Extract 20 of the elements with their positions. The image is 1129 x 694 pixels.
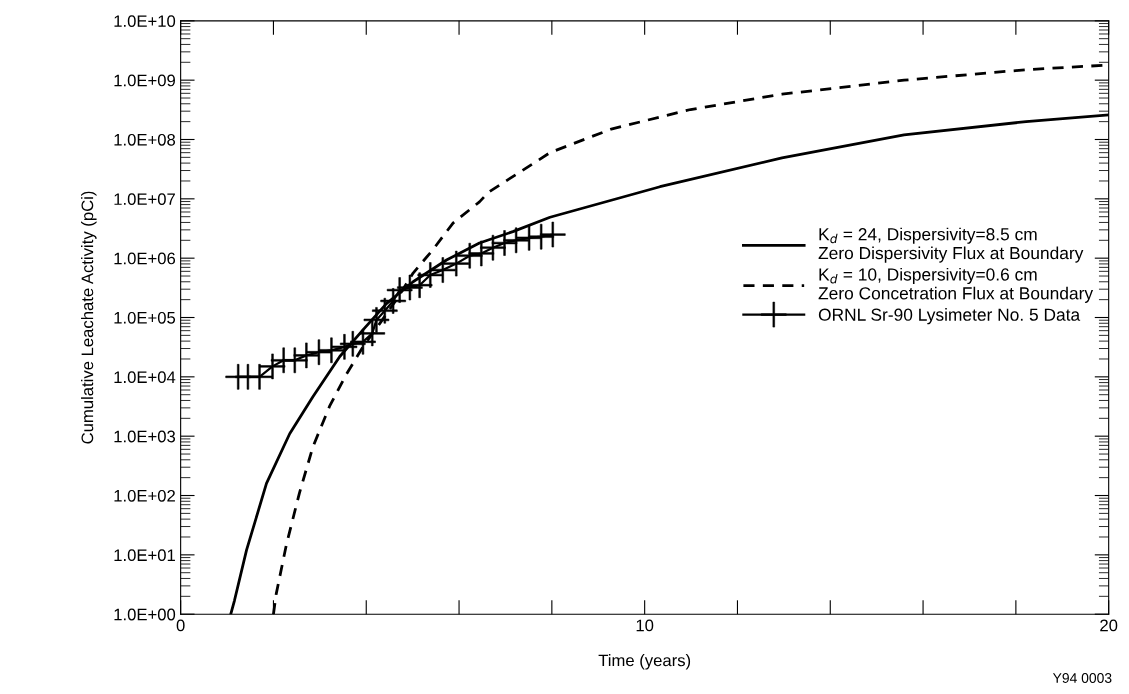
y-tick-label: 1.0E+02 <box>114 489 175 502</box>
text: Y94 0003 <box>1052 673 1112 683</box>
y-tick-label: 1.0E+06 <box>114 252 176 265</box>
y-tick-label: 1.0E+05 <box>114 311 176 324</box>
y-tick-label: 1.0E+09 <box>114 74 175 87</box>
y-tick-label: 1.0E+10 <box>114 15 176 28</box>
y-tick-label: 1.0E+04 <box>114 371 176 384</box>
legend-label: K$_{d}$ = 10, Dispersivity=0.6 cm Zero Concetration Flux at Boundary <box>818 267 1094 303</box>
y-tick-label: 1.0E+03 <box>114 430 176 443</box>
y-tick-label: 1.0E+07 <box>114 193 175 206</box>
y-tick-label: 1.0E+01 <box>114 549 175 562</box>
x-tick-label: 20 <box>1100 619 1118 632</box>
legend-label: ORNL Sr-90 Lysimeter No. 5 Data <box>818 308 1081 325</box>
x-tick-label: 0 <box>176 619 185 632</box>
x-axis-title: Time (years) <box>598 654 691 670</box>
x-tick-label: 10 <box>636 619 654 632</box>
y-tick-label: 1.0E+08 <box>114 133 176 146</box>
legend-label: K$_{d}$ = 24, Dispersivity=8.5 cm Zero Dispersivity Flux at Boundary <box>818 227 1084 263</box>
y-axis-title: Cumulative Leachate Activity (pCi) <box>81 191 97 444</box>
y-tick-label: 1.0E+00 <box>114 608 176 621</box>
